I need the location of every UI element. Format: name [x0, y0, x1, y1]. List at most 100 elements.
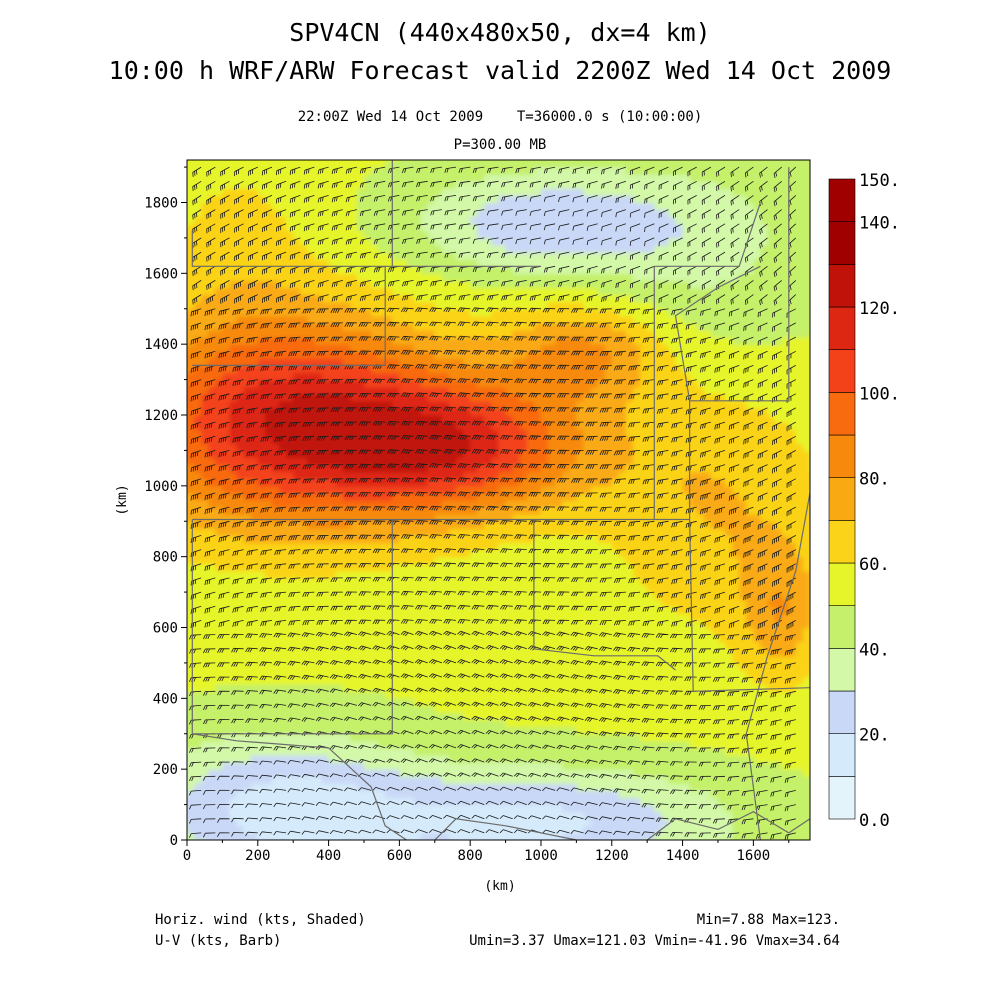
field-cell — [208, 811, 216, 820]
field-cell — [271, 407, 280, 416]
field-cell — [279, 677, 287, 685]
field-cell — [385, 436, 393, 444]
field-cell — [519, 209, 528, 218]
field-cell — [505, 422, 514, 430]
field-cell — [470, 308, 478, 317]
field-cell — [201, 344, 209, 352]
field-cell — [484, 670, 493, 678]
field-cell — [264, 202, 273, 211]
field-cell — [484, 818, 493, 827]
field-cell — [293, 634, 301, 643]
field-cell — [363, 245, 372, 253]
field-cell — [491, 627, 500, 636]
field-cell — [413, 634, 422, 643]
field-cell — [236, 266, 245, 274]
field-cell — [363, 670, 372, 678]
field-cell — [512, 592, 521, 600]
field-cell — [215, 811, 223, 820]
field-cell — [385, 287, 393, 296]
field-cell — [264, 330, 273, 338]
field-cell — [399, 471, 408, 480]
field-cell — [286, 167, 294, 175]
field-cell — [505, 181, 514, 189]
field-cell — [399, 662, 408, 671]
field-cell — [271, 818, 280, 827]
field-cell — [441, 570, 450, 579]
field-cell — [371, 273, 379, 282]
field-cell — [229, 662, 238, 671]
field-cell — [187, 280, 188, 289]
field-cell — [371, 478, 379, 487]
field-cell — [194, 670, 202, 678]
field-cell — [264, 485, 273, 494]
field-cell — [512, 507, 521, 515]
field-cell — [484, 507, 493, 515]
field-cell — [208, 677, 216, 685]
field-cell — [215, 832, 223, 840]
field-cell — [342, 365, 351, 374]
field-cell — [392, 315, 400, 324]
field-cell — [470, 634, 478, 643]
field-cell — [505, 464, 514, 473]
field-cell — [519, 570, 528, 579]
field-cell — [477, 301, 485, 310]
field-cell — [236, 273, 245, 282]
field-cell — [335, 818, 344, 827]
field-cell — [427, 415, 436, 423]
field-cell — [505, 811, 514, 820]
field-cell — [194, 500, 202, 508]
field-cell — [456, 386, 464, 395]
field-cell — [222, 216, 231, 225]
field-cell — [229, 500, 238, 508]
field-cell — [434, 400, 443, 409]
field-cell — [463, 443, 471, 452]
field-cell — [413, 273, 422, 282]
field-cell — [434, 627, 443, 636]
field-cell — [264, 181, 273, 189]
field-cell — [208, 832, 216, 840]
field-cell — [491, 740, 500, 749]
field-cell — [229, 252, 238, 260]
field-cell — [222, 429, 231, 437]
field-cell — [427, 358, 436, 367]
field-cell — [222, 174, 231, 182]
field-cell — [477, 733, 485, 742]
field-cell — [477, 273, 485, 282]
field-cell — [187, 762, 195, 770]
field-cell — [356, 174, 365, 182]
field-cell — [201, 386, 209, 395]
field-cell — [363, 407, 372, 416]
field-cell — [519, 315, 528, 324]
field-cell — [491, 464, 500, 473]
field-cell — [342, 769, 351, 777]
field-cell — [187, 712, 188, 721]
field-cell — [349, 804, 358, 813]
field-cell — [243, 188, 252, 197]
field-cell — [427, 528, 436, 537]
field-cell — [271, 160, 280, 161]
field-cell — [201, 202, 209, 211]
field-cell — [512, 464, 521, 473]
field-cell — [342, 726, 351, 735]
field-cell — [463, 223, 471, 232]
field-cell — [363, 556, 372, 565]
field-cell — [413, 726, 422, 735]
field-cell — [477, 670, 485, 678]
field-cell — [222, 599, 231, 607]
field-cell — [336, 840, 344, 848]
field-cell — [441, 655, 450, 664]
field-cell — [307, 393, 316, 402]
field-cell — [470, 662, 478, 671]
field-cell — [427, 641, 436, 650]
field-cell — [349, 755, 358, 763]
field-cell — [215, 570, 223, 579]
field-cell — [187, 825, 188, 834]
field-cell — [349, 811, 358, 820]
field-cell — [399, 315, 408, 324]
field-cell — [392, 464, 400, 473]
field-cell — [208, 747, 216, 756]
field-cell — [399, 832, 408, 840]
field-cell — [286, 705, 294, 714]
field-cell — [307, 415, 316, 423]
field-cell — [314, 726, 323, 735]
